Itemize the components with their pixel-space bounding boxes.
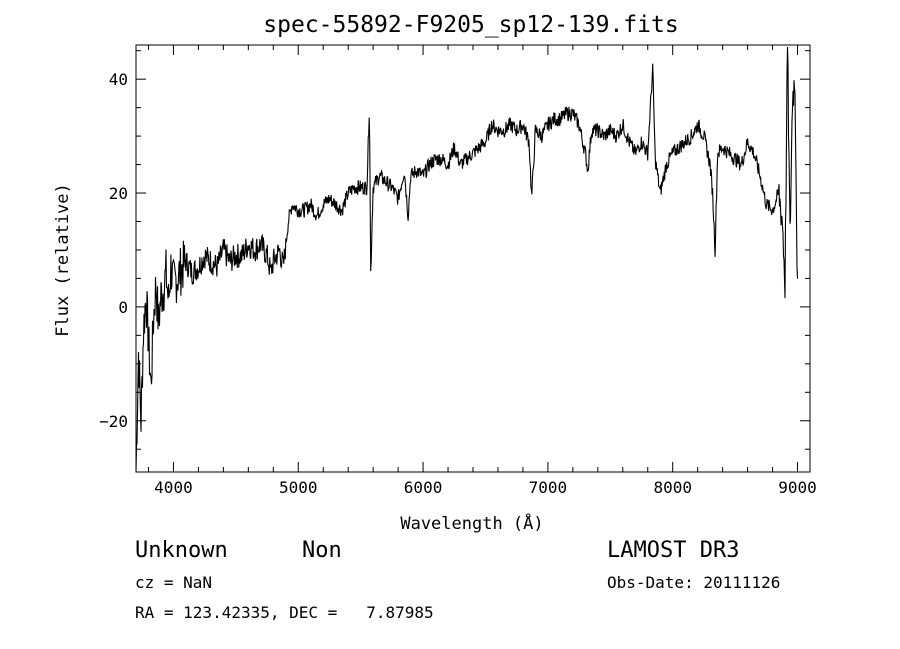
y-axis-label: Flux (relative) bbox=[53, 183, 73, 337]
x-tick-label: 7000 bbox=[529, 478, 568, 497]
coordinates-line: RA = 123.42335, DEC = 7.87985 bbox=[135, 603, 434, 622]
y-tick-label: 0 bbox=[118, 298, 128, 317]
x-tick-label: 6000 bbox=[404, 478, 443, 497]
x-axis: 4000 5000 6000 7000 8000 9000 bbox=[147, 45, 817, 497]
obs-date-line: Obs-Date: 20111126 bbox=[607, 573, 781, 592]
spectrum-line bbox=[135, 46, 799, 473]
y-tick-label: −20 bbox=[99, 412, 128, 431]
x-axis-label: Wavelength (Å) bbox=[400, 512, 543, 534]
x-tick-label: 8000 bbox=[653, 478, 692, 497]
redshift-line: cz = NaN bbox=[135, 573, 213, 592]
chart-title: spec-55892-F9205_sp12-139.fits bbox=[263, 12, 678, 38]
y-tick-label: 40 bbox=[109, 70, 128, 89]
object-class-label: Unknown bbox=[135, 538, 228, 563]
x-tick-label: 4000 bbox=[154, 478, 193, 497]
x-tick-label: 5000 bbox=[279, 478, 318, 497]
survey-label: LAMOST DR3 bbox=[607, 538, 740, 563]
x-tick-label: 9000 bbox=[778, 478, 817, 497]
y-axis: −20 0 20 40 bbox=[99, 50, 810, 450]
object-subclass-label: Non bbox=[302, 538, 342, 563]
y-tick-label: 20 bbox=[109, 184, 128, 203]
